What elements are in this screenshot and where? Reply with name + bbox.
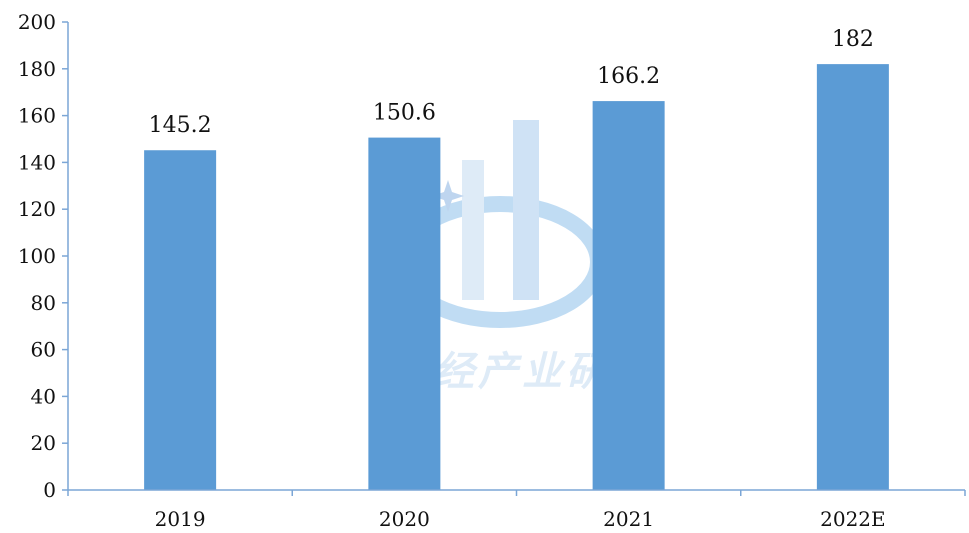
- y-tick-label: 100: [18, 244, 56, 268]
- watermark-spark-icon: [432, 180, 464, 212]
- y-tick-label: 20: [31, 431, 56, 455]
- y-tick-label: 60: [31, 338, 56, 362]
- data-label-2020: 150.6: [373, 101, 436, 126]
- y-tick-label: 40: [31, 384, 56, 408]
- bar-2020: [368, 137, 441, 490]
- watermark-pillar-right: [513, 120, 539, 300]
- data-labels: 145.2 150.6 166.2 182: [149, 27, 874, 138]
- x-category-label: 2021: [603, 507, 654, 531]
- y-axis: 0 20 40 60 80 100 120 140 160 180 200: [18, 10, 69, 502]
- bar-2022e: [816, 64, 889, 491]
- bar-2019: [144, 150, 217, 490]
- bars: [144, 64, 889, 491]
- y-tick-label: 80: [31, 291, 56, 315]
- data-label-2019: 145.2: [149, 113, 212, 138]
- x-axis: 2019 2020 2021 2022E: [67, 489, 966, 531]
- watermark-pillar-left: [462, 160, 484, 300]
- y-tick-label: 0: [43, 478, 56, 502]
- y-tick-label: 120: [18, 197, 56, 221]
- y-tick-label: 140: [18, 150, 56, 174]
- y-tick-label: 180: [18, 57, 56, 81]
- y-tick-label: 160: [18, 104, 56, 128]
- x-category-label: 2019: [155, 507, 206, 531]
- data-label-2021: 166.2: [597, 64, 660, 89]
- bar-2021: [592, 101, 665, 490]
- x-category-label: 2020: [379, 507, 430, 531]
- data-label-2022e: 182: [832, 27, 874, 52]
- x-category-label: 2022E: [820, 507, 886, 531]
- y-tick-label: 200: [18, 10, 56, 34]
